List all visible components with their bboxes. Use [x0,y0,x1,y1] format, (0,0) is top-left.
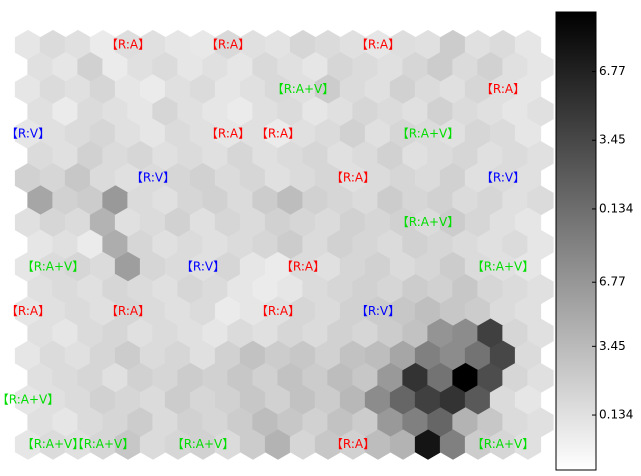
cell-label: 【R:A+V】 [172,437,235,451]
cell-label: 【R:A】 [256,304,300,318]
cell-label: 【R:V】 [181,260,225,274]
cell-label: 【R:A】 [206,38,250,52]
cell-label: 【R:A】 [106,38,150,52]
colorbar-tick-label: 3.45 [599,339,626,353]
cell-label: 【R:V】 [356,304,400,318]
cell-label: 【R:V】 [6,126,50,140]
cell-label: 【R:A】 [331,437,375,451]
cell-label: 【R:A+V】 [0,393,59,407]
hex-cell [514,429,542,460]
cell-label: 【R:A】 [256,126,300,140]
cell-label: 【R:A】 [281,260,325,274]
colorbar-tick-label: 6.77 [599,64,626,78]
cell-label: 【R:A】 [106,304,150,318]
cell-label: 【R:A】 [481,82,525,96]
cell-label: 【R:A+V】 [72,437,135,451]
cell-label: 【R:A+V】 [22,437,85,451]
cell-label: 【R:V】 [131,171,175,185]
cell-label: 【R:A+V】 [472,260,535,274]
cell-label: 【R:A】 [331,171,375,185]
cell-label: 【R:A+V】 [22,260,85,274]
colorbar-tick-label: 0.134 [599,408,633,422]
colorbar-tick-label: 3.45 [599,133,626,147]
cell-label: 【R:V】 [481,171,525,185]
cell-label: 【R:A】 [206,126,250,140]
cell-label: 【R:A+V】 [397,215,460,229]
cell-label: 【R:A】 [6,304,50,318]
cell-label: 【R:A+V】 [397,126,460,140]
cell-label: 【R:A+V】 [272,82,335,96]
cell-label: 【R:A+V】 [472,437,535,451]
cell-label: 【R:A】 [356,38,400,52]
colorbar-tick-label: 0.134 [599,201,633,215]
colorbar-tick-label: 6.77 [599,275,626,289]
colorbar [555,11,597,471]
